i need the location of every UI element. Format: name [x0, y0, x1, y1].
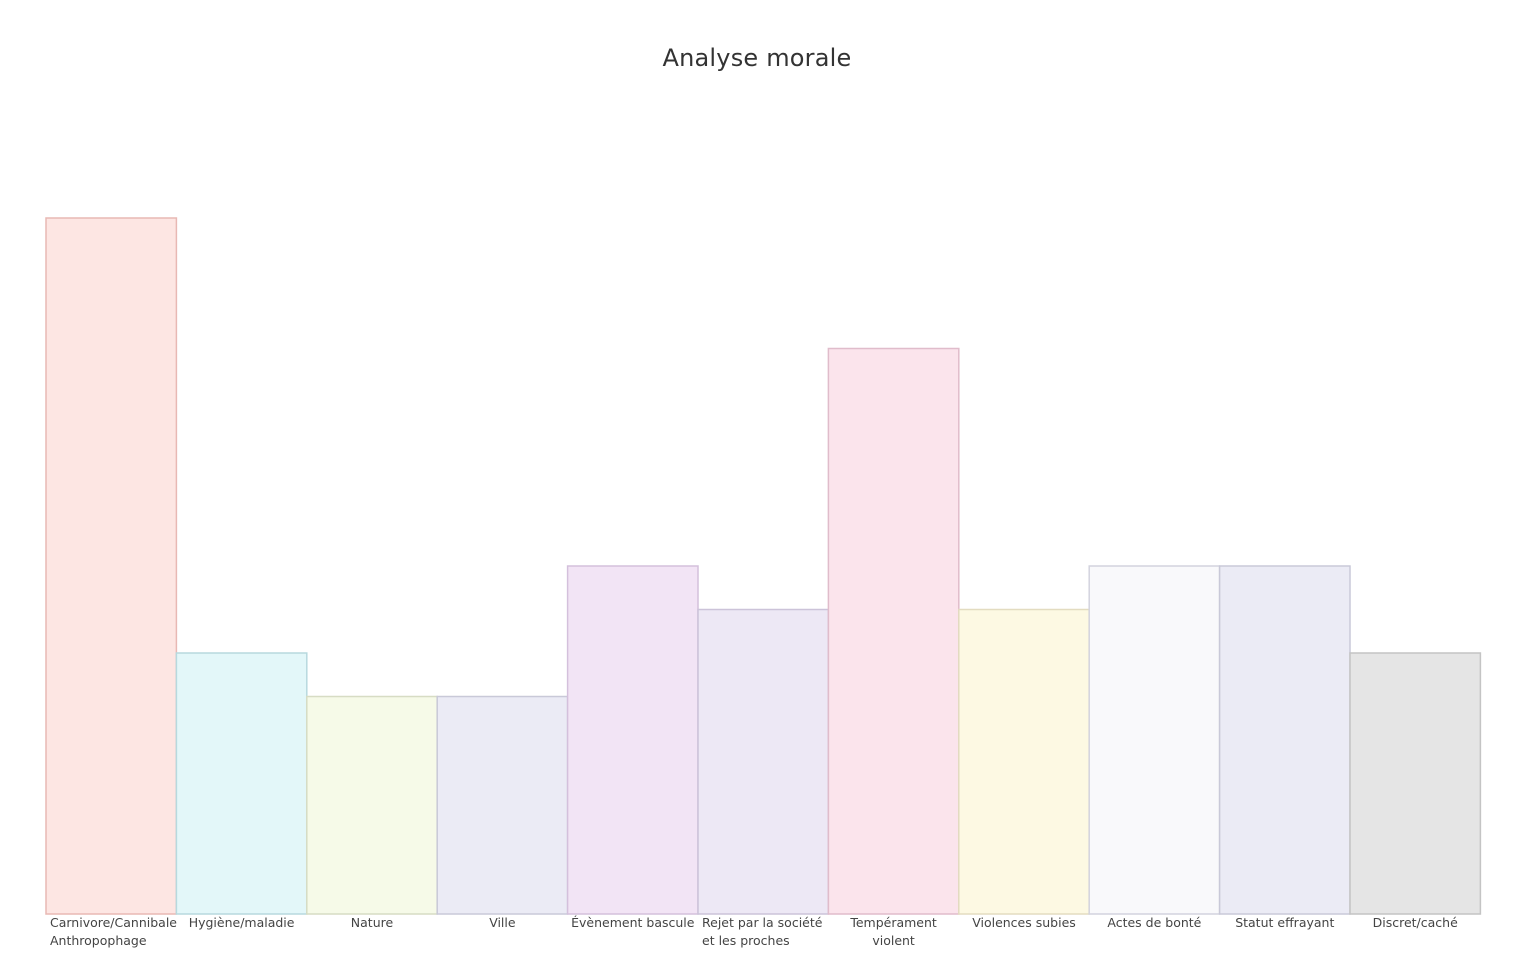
category-tick-label: Nature — [350, 915, 394, 930]
category-tick-label: Actes de bonté — [1107, 915, 1202, 930]
bar — [436, 695, 569, 915]
category-tick-label: Ville — [489, 915, 516, 930]
category-tick-label: Tempérament violent — [850, 915, 937, 948]
bar — [1349, 652, 1482, 915]
category-tick-label: Évènement bascule — [571, 915, 695, 930]
bar — [175, 652, 308, 915]
bar — [958, 608, 1090, 915]
category-tick-label: Statut effrayant — [1235, 915, 1335, 930]
chart-title: Analyse morale — [662, 44, 852, 72]
bar — [566, 565, 699, 915]
bar — [45, 217, 178, 915]
category-tick-label: Discret/caché — [1372, 915, 1458, 930]
category-tick-label: Hygiène/maladie — [188, 915, 295, 930]
bar — [697, 608, 830, 915]
category-tick-label: Carnivore/Cannibale Anthropophage — [50, 915, 177, 948]
category-tick-label: Rejet par la société et les proches — [702, 915, 823, 948]
category-tick-label: Violences subies — [972, 915, 1076, 930]
bar — [306, 695, 438, 915]
bar — [1218, 565, 1351, 915]
bar — [827, 347, 960, 915]
bar — [1088, 565, 1221, 915]
